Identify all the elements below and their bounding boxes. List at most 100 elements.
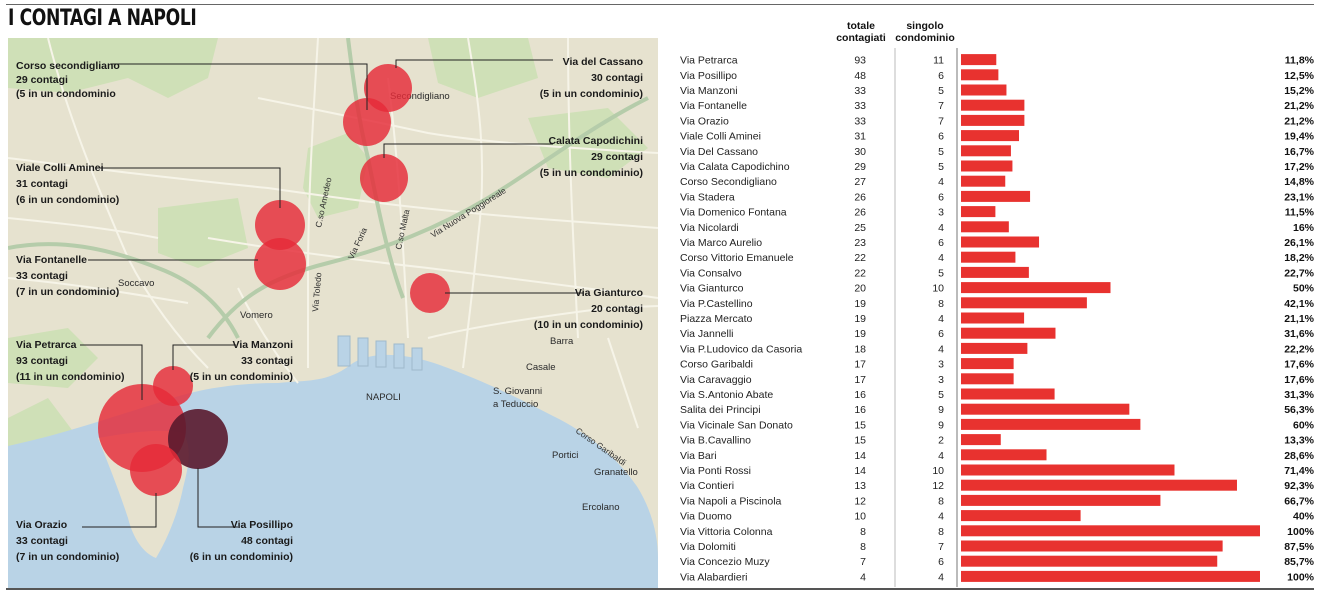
row-total: 14 (854, 450, 866, 462)
row-label: Via B.Cavallino (680, 435, 751, 447)
callout-count: 29 contagi (16, 74, 68, 86)
row-total: 33 (854, 115, 866, 127)
map-port (337, 335, 423, 371)
row-label: Via Domenico Fontana (680, 207, 787, 219)
row-total: 22 (854, 267, 866, 279)
bar-value-label: 11,8% (1285, 55, 1315, 67)
row-single: 5 (938, 146, 944, 158)
row-total: 33 (854, 85, 866, 97)
row-single: 3 (938, 374, 944, 386)
place-label: Secondigliano (390, 91, 450, 102)
bar (961, 282, 1111, 294)
callout-count: 33 contagi (241, 355, 293, 367)
bar-value-label: 16% (1293, 222, 1315, 234)
place-label: a Teduccio (493, 399, 538, 410)
bar-value-label: 100% (1287, 526, 1315, 538)
row-single: 4 (938, 313, 944, 325)
row-single: 5 (938, 389, 944, 401)
row-total: 26 (854, 207, 866, 219)
row-label: Via Consalvo (680, 267, 742, 279)
bar-value-label: 50% (1293, 283, 1315, 295)
row-total: 25 (854, 222, 866, 234)
callout-via-manzoni: Via Manzoni 33 contagi (5 in un condomin… (190, 339, 293, 383)
callout-count: 29 contagi (591, 151, 643, 163)
bar (961, 114, 1025, 126)
bar-value-label: 16,7% (1284, 146, 1314, 158)
row-single: 4 (938, 252, 944, 264)
row-label: Via Contieri (680, 480, 734, 492)
row-total: 17 (854, 359, 866, 371)
row-total: 27 (854, 176, 866, 188)
leader-lines (80, 59, 583, 528)
row-total: 18 (854, 343, 866, 355)
callout-name: Via Manzoni (233, 339, 294, 351)
callout-count: 93 contagi (16, 355, 68, 367)
row-single: 5 (938, 267, 944, 279)
bar-value-label: 13,3% (1284, 435, 1314, 447)
place-label: Barra (550, 336, 574, 347)
row-single: 6 (938, 131, 944, 143)
row-label: Via Fontanelle (680, 100, 747, 112)
row-total: 17 (854, 374, 866, 386)
bar-value-label: 17,2% (1284, 161, 1314, 173)
street-label: Via Toledo (310, 272, 323, 312)
bar (961, 266, 1029, 278)
callout-note: (5 in un condominio) (190, 371, 293, 383)
bar-value-label: 18,2% (1284, 252, 1314, 264)
bar (961, 130, 1020, 142)
row-label: Via Manzoni (680, 85, 738, 97)
row-total: 13 (854, 480, 866, 492)
row-label: Via Calata Capodichino (680, 161, 790, 173)
row-total: 4 (860, 571, 866, 583)
row-label: Via Vittoria Colonna (680, 526, 773, 538)
row-total: 7 (860, 556, 866, 568)
bar (961, 555, 1218, 567)
callout-name: Corso secondigliano (16, 60, 120, 72)
bar (961, 494, 1161, 506)
bar-value-label: 28,6% (1284, 450, 1314, 462)
row-label: Via Dolomiti (680, 541, 736, 553)
row-total: 16 (854, 404, 866, 416)
row-single: 7 (938, 115, 944, 127)
row-single: 4 (938, 571, 944, 583)
bar (961, 84, 1007, 96)
row-total: 19 (854, 298, 866, 310)
row-single: 10 (932, 465, 944, 477)
callout-name: Via Posillipo (231, 519, 293, 531)
row-label: Corso Garibaldi (680, 359, 753, 371)
row-total: 33 (854, 100, 866, 112)
row-label: Via Marco Aurelio (680, 237, 762, 249)
chart-rows: Via Petrarca 93 11 11,8%Via Posillipo 48 6 12,… (680, 48, 1315, 587)
bar-value-label: 22,2% (1284, 343, 1314, 355)
row-single: 11 (933, 55, 944, 67)
callout-note: (5 in un condominio) (540, 167, 643, 179)
row-label: Via Petrarca (680, 55, 738, 67)
place-label: Granatello (594, 467, 638, 478)
row-single: 7 (938, 100, 944, 112)
row-single: 2 (938, 435, 944, 447)
row-single: 7 (938, 541, 944, 553)
row-label: Via Caravaggio (680, 374, 752, 386)
row-total: 30 (854, 146, 866, 158)
bar (961, 327, 1056, 339)
callout-via-petrarca: Via Petrarca 93 contagi (11 in un condom… (16, 339, 125, 383)
callout-via-orazio: Via Orazio 33 contagi (7 in un condomini… (16, 519, 119, 563)
callout-note: (6 in un condominio) (16, 194, 119, 206)
bar (961, 479, 1237, 491)
bar-value-label: 66,7% (1284, 495, 1314, 507)
row-total: 19 (854, 328, 866, 340)
row-single: 4 (938, 343, 944, 355)
callout-note: (5 in un condominio) (540, 88, 643, 100)
bar (961, 570, 1260, 582)
row-label: Via Nicolardi (680, 222, 739, 234)
row-label: Viale Colli Aminei (680, 131, 761, 143)
bar (961, 449, 1047, 461)
top-rule (6, 4, 1314, 5)
row-label: Via Alabardieri (680, 571, 748, 583)
napoli-map: Secondigliano Soccavo Vomero NAPOLI Barr… (7, 37, 659, 588)
bubble-via-manzoni (153, 366, 193, 406)
callout-note: (6 in un condominio) (190, 551, 293, 563)
row-single: 6 (938, 191, 944, 203)
bar (961, 99, 1025, 111)
callout-note: (7 in un condominio) (16, 286, 119, 298)
